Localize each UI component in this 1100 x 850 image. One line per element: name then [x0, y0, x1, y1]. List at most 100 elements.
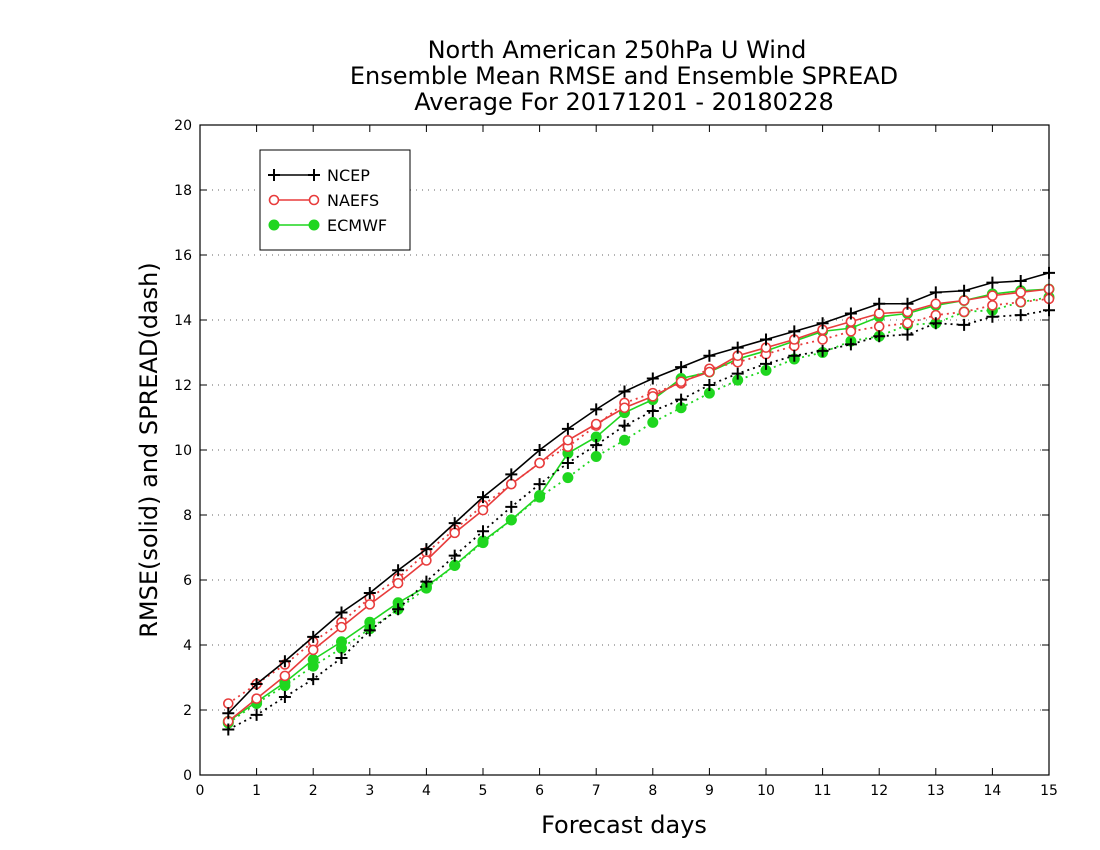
ncep-spread-point	[901, 328, 914, 341]
ncep-rmse-point	[816, 317, 829, 330]
naefs-spread-line	[227, 297, 1050, 705]
ncep-rmse-point	[363, 587, 376, 599]
y-tick-label: 2	[183, 703, 192, 719]
ecmwf-rmse-point	[534, 490, 546, 501]
y-tick-label: 14	[174, 313, 192, 329]
title-line-3: Average For 20171201 - 20180228	[414, 88, 834, 116]
ncep-rmse-point	[731, 341, 744, 354]
naefs-rmse-point	[364, 599, 376, 610]
ncep-rmse-point	[703, 349, 716, 362]
ncep-spread-point	[222, 723, 235, 736]
ncep-spread-point	[307, 673, 320, 686]
naefs-rmse-point	[958, 295, 970, 306]
ncep-spread-point	[760, 357, 772, 370]
ncep-spread-point	[363, 624, 376, 637]
ncep-rmse-point	[986, 276, 999, 289]
ncep-rmse-point	[929, 286, 942, 299]
naefs-legend-marker	[308, 194, 320, 206]
ncep-rmse-point	[901, 297, 914, 310]
ncep-spread-point	[590, 439, 603, 452]
naefs-spread-point	[1015, 296, 1027, 308]
x-tick-label: 8	[648, 783, 657, 799]
ncep-rmse-point	[222, 707, 235, 720]
y-tick-label: 16	[174, 248, 192, 264]
ncep-rmse-point	[561, 422, 574, 435]
ecmwf-legend-label: ECMWF	[327, 216, 387, 235]
naefs-rmse-point	[930, 298, 942, 310]
ncep-legend-marker	[268, 169, 280, 181]
ncep-spread-point	[448, 549, 461, 562]
plot-frame	[199, 124, 1050, 776]
x-tick-label: 14	[983, 783, 1001, 799]
x-tick-label: 0	[196, 783, 205, 799]
ncep-spread-point	[958, 318, 971, 331]
ecmwf-spread-point	[590, 451, 602, 462]
naefs-rmse-point	[449, 527, 461, 539]
ncep-rmse-point	[335, 606, 348, 619]
ncep-spread-point	[986, 310, 999, 323]
title-line-2: Ensemble Mean RMSE and Ensemble SPREAD	[350, 62, 898, 90]
ncep-spread-point	[561, 457, 574, 469]
ncep-rmse-point	[278, 655, 291, 668]
ncep-spread-point	[731, 367, 744, 380]
x-axis-title: Forecast days	[541, 811, 707, 839]
ncep-spread-point	[477, 525, 489, 538]
ncep-rmse-point	[873, 297, 886, 310]
x-tick-label: 13	[927, 783, 945, 799]
y-tick-label: 4	[183, 638, 192, 654]
ncep-rmse-point	[646, 372, 659, 385]
ncep-rmse-point	[420, 543, 433, 556]
title-line-1: North American 250hPa U Wind	[428, 36, 807, 64]
naefs-rmse-line	[227, 288, 1050, 722]
y-tick-label: 20	[174, 118, 192, 134]
naefs-spread-point	[958, 306, 970, 318]
y-tick-label: 12	[174, 378, 192, 394]
ncep-spread-point	[1014, 309, 1027, 322]
ecmwf-rmse-line	[227, 288, 1050, 723]
ncep-spread-point	[788, 349, 801, 362]
ncep-rmse-point	[618, 385, 631, 398]
ncep-rmse-line	[227, 272, 1050, 714]
ncep-spread-point	[533, 478, 546, 491]
ecmwf-legend-marker	[308, 219, 320, 231]
x-tick-label: 5	[479, 783, 488, 799]
x-tick-label: 10	[757, 783, 775, 799]
ecmwf-rmse-point	[505, 514, 517, 526]
naefs-rmse-point	[421, 555, 432, 566]
naefs-rmse-point	[307, 644, 319, 656]
y-tick-label: 18	[174, 183, 192, 199]
ncep-rmse-point	[958, 284, 971, 297]
ncep-rmse-point	[760, 333, 772, 346]
ncep-rmse-point	[392, 564, 405, 577]
x-tick-label: 6	[535, 783, 544, 799]
ecmwf-spread-point	[562, 472, 574, 484]
x-tick-label: 1	[252, 783, 261, 799]
naefs-rmse-point	[336, 621, 347, 633]
naefs-spread-point	[902, 317, 913, 329]
naefs-spread-point	[223, 698, 234, 709]
ncep-rmse-point	[1014, 275, 1027, 287]
naefs-rmse-point	[987, 290, 998, 301]
naefs-rmse-point	[477, 504, 489, 516]
naefs-rmse-point	[590, 418, 602, 430]
ncep-rmse-point	[533, 444, 546, 456]
x-tick-label: 2	[309, 783, 318, 799]
ncep-spread-point	[844, 338, 857, 351]
naefs-rmse-point	[873, 308, 885, 319]
ncep-spread-point	[335, 652, 348, 664]
naefs-rmse-point	[704, 366, 715, 378]
ncep-rmse-point	[448, 517, 461, 530]
x-tick-label: 7	[592, 783, 601, 799]
ncep-spread-point	[703, 379, 716, 391]
naefs-rmse-point	[505, 478, 517, 490]
naefs-spread-point	[987, 300, 998, 311]
ncep-rmse-point	[675, 361, 688, 374]
ncep-spread-point	[250, 708, 263, 721]
y-axis-title: RMSE(solid) and SPREAD(dash)	[135, 262, 163, 638]
naefs-spread-point	[817, 334, 828, 345]
naefs-rmse-point	[279, 670, 291, 682]
ncep-rmse-point	[307, 630, 320, 643]
y-tick-label: 6	[183, 573, 192, 589]
naefs-rmse-point	[251, 693, 262, 704]
